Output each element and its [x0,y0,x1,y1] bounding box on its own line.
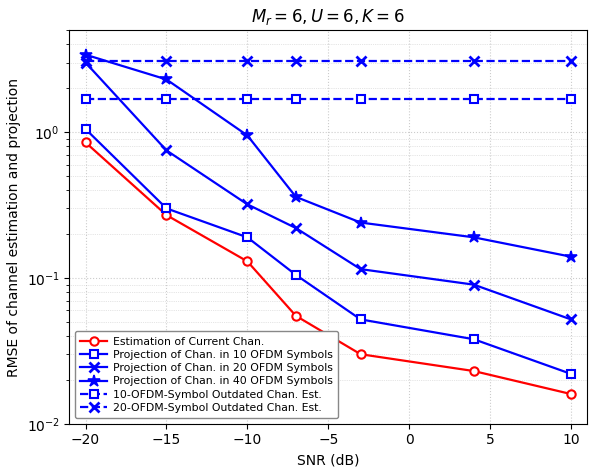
Projection of Chan. in 40 OFDM Symbols [244,133,251,138]
20-OFDM-Symbol Outdated Chan. Est. [244,58,251,64]
10-OFDM-Symbol Outdated Chan. Est. [163,96,170,101]
20-OFDM-Symbol Outdated Chan. Est. [163,58,170,64]
Projection of Chan. in 10 OFDM Symbols [292,272,299,278]
Legend: Estimation of Current Chan., Projection of Chan. in 10 OFDM Symbols, Projection : Estimation of Current Chan., Projection … [75,331,338,419]
10-OFDM-Symbol Outdated Chan. Est. [357,96,364,101]
Estimation of Current Chan. [82,140,89,146]
Projection of Chan. in 10 OFDM Symbols [163,206,170,211]
10-OFDM-Symbol Outdated Chan. Est. [470,96,478,101]
Estimation of Current Chan. [163,212,170,218]
Projection of Chan. in 20 OFDM Symbols [470,282,478,288]
Line: Projection of Chan. in 40 OFDM Symbols: Projection of Chan. in 40 OFDM Symbols [80,48,577,263]
Projection of Chan. in 10 OFDM Symbols [244,235,251,240]
Line: 20-OFDM-Symbol Outdated Chan. Est.: 20-OFDM-Symbol Outdated Chan. Est. [81,55,576,65]
Estimation of Current Chan. [567,391,574,397]
Projection of Chan. in 20 OFDM Symbols [163,147,170,153]
Projection of Chan. in 20 OFDM Symbols [567,317,574,322]
Projection of Chan. in 40 OFDM Symbols [163,77,170,82]
Projection of Chan. in 40 OFDM Symbols [82,52,89,57]
Projection of Chan. in 10 OFDM Symbols [567,371,574,377]
Estimation of Current Chan. [292,313,299,319]
Projection of Chan. in 40 OFDM Symbols [357,220,364,226]
10-OFDM-Symbol Outdated Chan. Est. [82,96,89,101]
Projection of Chan. in 10 OFDM Symbols [82,126,89,132]
Estimation of Current Chan. [470,368,478,374]
Line: Projection of Chan. in 10 OFDM Symbols: Projection of Chan. in 10 OFDM Symbols [81,125,575,378]
Projection of Chan. in 40 OFDM Symbols [567,254,574,260]
Line: Projection of Chan. in 20 OFDM Symbols: Projection of Chan. in 20 OFDM Symbols [81,58,576,324]
Projection of Chan. in 40 OFDM Symbols [470,235,478,240]
10-OFDM-Symbol Outdated Chan. Est. [292,96,299,101]
Estimation of Current Chan. [357,351,364,357]
20-OFDM-Symbol Outdated Chan. Est. [357,58,364,64]
Projection of Chan. in 20 OFDM Symbols [292,225,299,231]
10-OFDM-Symbol Outdated Chan. Est. [567,96,574,101]
20-OFDM-Symbol Outdated Chan. Est. [292,58,299,64]
Projection of Chan. in 10 OFDM Symbols [470,337,478,342]
20-OFDM-Symbol Outdated Chan. Est. [82,58,89,64]
Projection of Chan. in 20 OFDM Symbols [357,266,364,272]
Title: $M_r = 6, U = 6, K = 6$: $M_r = 6, U = 6, K = 6$ [251,7,405,27]
20-OFDM-Symbol Outdated Chan. Est. [470,58,478,64]
X-axis label: SNR (dB): SNR (dB) [297,453,359,467]
Projection of Chan. in 40 OFDM Symbols [292,194,299,200]
Line: Estimation of Current Chan.: Estimation of Current Chan. [81,138,575,398]
Projection of Chan. in 20 OFDM Symbols [82,60,89,65]
20-OFDM-Symbol Outdated Chan. Est. [567,58,574,64]
Projection of Chan. in 10 OFDM Symbols [357,317,364,322]
Y-axis label: RMSE of channel estimation and projection: RMSE of channel estimation and projectio… [7,78,21,376]
Projection of Chan. in 20 OFDM Symbols [244,201,251,207]
Line: 10-OFDM-Symbol Outdated Chan. Est.: 10-OFDM-Symbol Outdated Chan. Est. [81,94,575,103]
10-OFDM-Symbol Outdated Chan. Est. [244,96,251,101]
Estimation of Current Chan. [244,258,251,264]
